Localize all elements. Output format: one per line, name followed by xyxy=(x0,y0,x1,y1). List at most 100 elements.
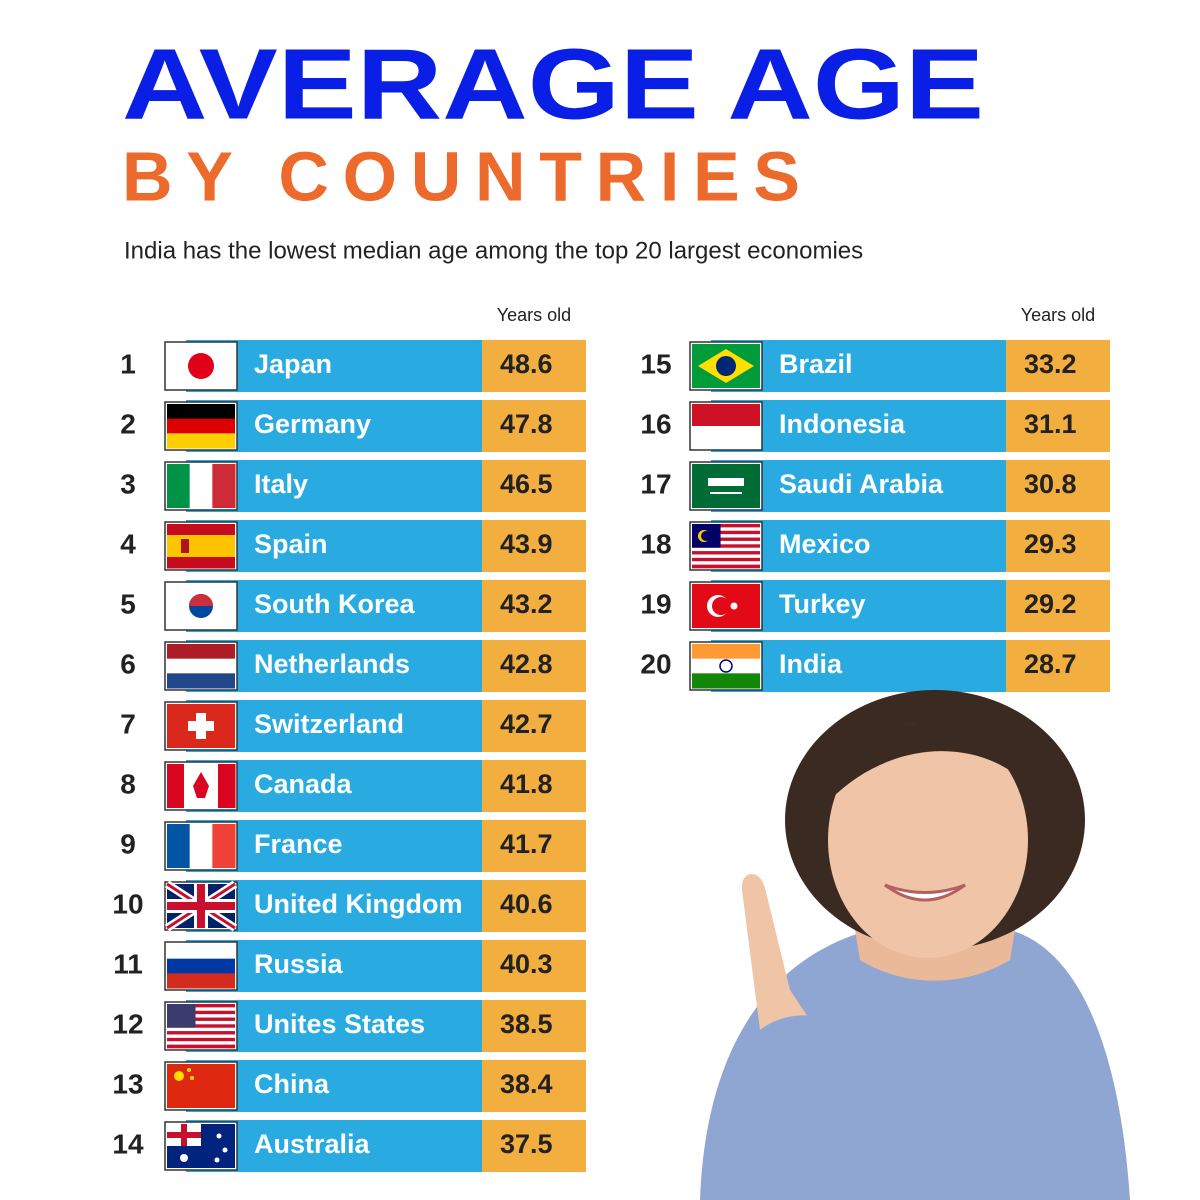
flag-part xyxy=(188,353,214,379)
country: Canada xyxy=(254,769,353,799)
flag-part xyxy=(212,824,236,868)
country: South Korea xyxy=(254,589,415,619)
value: 29.3 xyxy=(1024,529,1077,559)
flag xyxy=(167,344,235,388)
country: China xyxy=(254,1069,330,1099)
flag xyxy=(164,880,238,932)
flag-part xyxy=(167,1010,235,1015)
flag xyxy=(167,1004,235,1049)
value: 33.2 xyxy=(1024,349,1077,379)
rank: 20 xyxy=(640,648,671,679)
flag xyxy=(167,644,235,689)
value: 41.7 xyxy=(500,829,553,859)
flag-part xyxy=(167,764,185,808)
value-cell xyxy=(482,760,586,812)
country: Switzerland xyxy=(254,709,404,739)
rank: 14 xyxy=(112,1128,144,1159)
flag xyxy=(692,404,760,449)
value: 46.5 xyxy=(500,469,553,499)
table-row: 11 Russia 40.3 xyxy=(113,940,586,992)
value-cell xyxy=(1006,400,1110,452)
country: Japan xyxy=(254,349,332,379)
value: 30.8 xyxy=(1024,469,1077,499)
value-cell xyxy=(482,1120,586,1172)
value-cell xyxy=(1006,640,1110,692)
country: Brazil xyxy=(779,349,853,379)
flag-part xyxy=(167,464,191,508)
table-row: 15 Brazil 33.2 xyxy=(640,340,1110,392)
flag xyxy=(692,524,760,569)
country: France xyxy=(254,829,343,859)
flag xyxy=(167,1064,235,1108)
value-cell xyxy=(482,1000,586,1052)
flag-part xyxy=(692,537,760,542)
flag-part xyxy=(167,535,235,547)
flag-part xyxy=(692,547,760,552)
value-cell xyxy=(482,520,586,572)
flag-part xyxy=(692,530,760,535)
value-cell xyxy=(482,880,586,932)
flag-part xyxy=(167,546,235,558)
rank: 12 xyxy=(112,1008,143,1039)
value: 41.8 xyxy=(500,769,553,799)
country: Australia xyxy=(254,1129,371,1159)
flag-part xyxy=(692,673,760,689)
value-cell xyxy=(482,460,586,512)
country: Italy xyxy=(254,469,308,499)
country: Russia xyxy=(254,949,344,979)
subtitle: BY COUNTRIES xyxy=(122,137,800,215)
flag-part xyxy=(167,1132,201,1138)
table-row: 13 China 38.4 xyxy=(112,1060,586,1112)
rank: 7 xyxy=(120,708,136,739)
flag-part xyxy=(167,1004,235,1008)
flag-part xyxy=(708,478,744,486)
rank: 13 xyxy=(112,1068,143,1099)
flag-part xyxy=(692,551,760,555)
flag-part xyxy=(710,492,742,494)
flag-part xyxy=(167,1007,235,1012)
flag-part xyxy=(716,356,736,376)
table-row: 7 Switzerland 42.7 xyxy=(120,700,586,752)
value: 40.6 xyxy=(500,889,553,919)
flag xyxy=(167,584,235,628)
table-row: 12 Unites States 38.5 xyxy=(112,1000,586,1052)
value-cell xyxy=(482,940,586,992)
table-row: 1 Japan 48.6 xyxy=(120,340,586,392)
flag-part xyxy=(167,958,235,974)
flag-part xyxy=(167,1034,235,1039)
table-row: 6 Netherlands 42.8 xyxy=(120,640,586,692)
flag-part xyxy=(174,1071,184,1081)
table-row: 8 Canada 41.8 xyxy=(120,760,586,812)
rank: 17 xyxy=(640,468,671,499)
flag xyxy=(167,824,236,868)
flag-part xyxy=(167,944,235,960)
country: Netherlands xyxy=(254,649,410,679)
flag-part xyxy=(167,1020,235,1025)
flag-part xyxy=(167,973,235,989)
rank: 19 xyxy=(640,588,671,619)
flag-part xyxy=(167,418,235,434)
table-row: 5 South Korea 43.2 xyxy=(120,580,586,632)
photo xyxy=(700,690,1130,1200)
rank: 3 xyxy=(120,468,136,499)
value-cell xyxy=(482,400,586,452)
flag-part xyxy=(167,1041,235,1045)
table-row: 17 Saudi Arabia 30.8 xyxy=(640,460,1110,512)
value-cell xyxy=(482,340,586,392)
country: Mexico xyxy=(779,529,871,559)
flag-part xyxy=(692,534,760,538)
value: 38.5 xyxy=(500,1009,553,1039)
flag xyxy=(692,644,760,689)
value: 47.8 xyxy=(500,409,553,439)
flag-part xyxy=(167,433,235,449)
flag-part xyxy=(692,426,760,449)
flag-part xyxy=(730,602,738,610)
rank: 11 xyxy=(113,948,143,979)
flag-part xyxy=(180,1154,188,1162)
flag-part xyxy=(692,658,760,674)
flag-part xyxy=(167,1004,196,1028)
country: Spain xyxy=(254,529,328,559)
value-cell xyxy=(1006,460,1110,512)
table-row: 9 France 41.7 xyxy=(120,820,586,872)
